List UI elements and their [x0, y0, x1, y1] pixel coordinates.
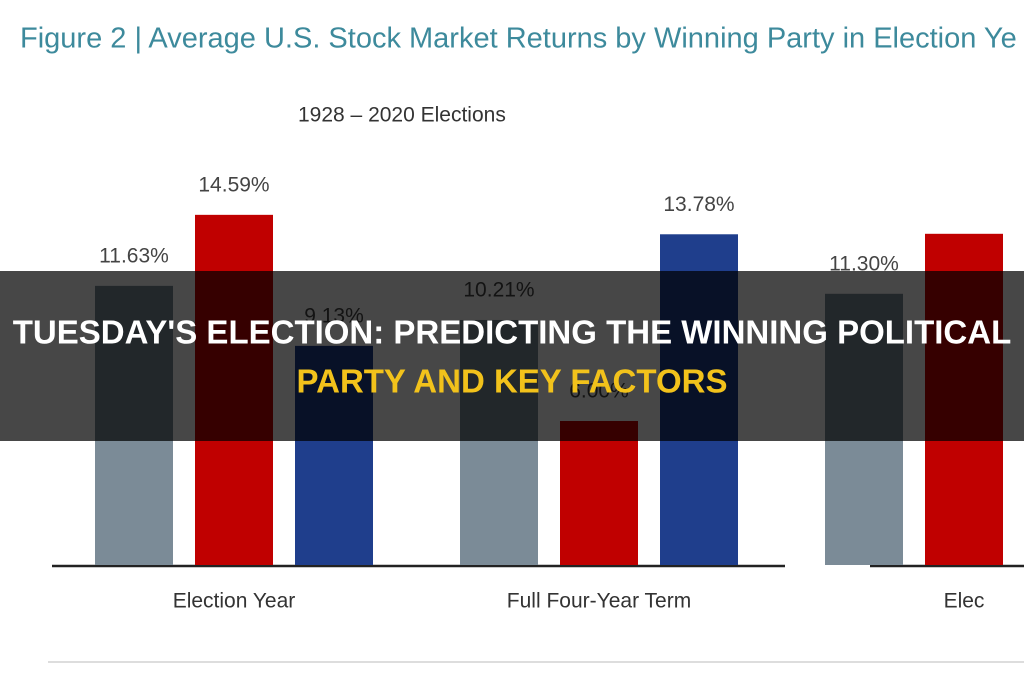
value-label: 13.78% [663, 193, 734, 216]
chart-subtitle: 1928 – 2020 Elections [298, 104, 506, 127]
chart-title: Figure 2 | Average U.S. Stock Market Ret… [20, 23, 1017, 55]
x-tick-label: Election Year [173, 590, 296, 613]
x-tick-label: Full Four-Year Term [507, 590, 691, 613]
overlay-title: TUESDAY'S ELECTION: PREDICTING THE WINNI… [13, 314, 1012, 351]
value-label: 14.59% [198, 173, 269, 196]
x-tick-label: Elec [944, 590, 985, 613]
value-label: 11.63% [99, 244, 169, 267]
value-label: 11.30% [829, 252, 899, 275]
overlay-band [0, 271, 1024, 441]
bar [560, 421, 638, 565]
overlay-title: PARTY AND KEY FACTORS [297, 363, 728, 400]
